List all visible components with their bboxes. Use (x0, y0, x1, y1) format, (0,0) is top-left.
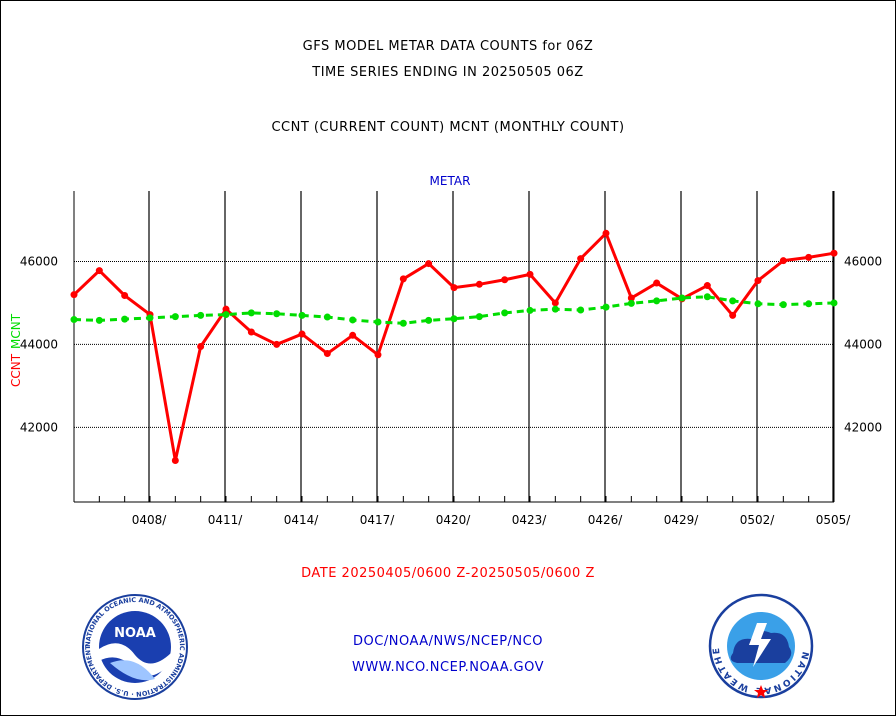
data-point-mcnt (222, 311, 230, 319)
data-point-ccnt (349, 331, 357, 339)
data-point-mcnt (146, 314, 154, 322)
metar-count-chart: METAR 0408/0411/0414/0417/0420/0423/0426… (9, 174, 882, 527)
data-point-ccnt (577, 255, 585, 263)
data-point-mcnt (729, 297, 737, 305)
x-tick-label: 0417/ (360, 513, 396, 527)
panel-label: METAR (430, 174, 471, 188)
x-tick-label: 0505/ (816, 513, 852, 527)
data-point-ccnt (526, 270, 534, 278)
data-point-ccnt (779, 257, 787, 265)
data-point-mcnt (121, 315, 129, 323)
data-point-mcnt (374, 318, 382, 326)
data-point-ccnt (425, 260, 433, 268)
data-point-mcnt (399, 319, 407, 327)
data-point-ccnt (703, 282, 711, 290)
data-point-ccnt (121, 291, 129, 299)
data-point-ccnt (805, 253, 813, 261)
data-point-ccnt (602, 229, 610, 237)
data-point-ccnt (729, 311, 737, 319)
data-point-ccnt (754, 277, 762, 285)
x-tick-label: 0420/ (436, 513, 472, 527)
credit-line-1: DOC/NOAA/NWS/NCEP/NCO (353, 634, 543, 649)
data-point-mcnt (171, 313, 179, 321)
data-point-ccnt (95, 267, 103, 275)
data-point-mcnt (323, 313, 331, 321)
x-tick-label: 0408/ (132, 513, 168, 527)
data-point-mcnt (475, 313, 483, 321)
x-tick-label: 0423/ (512, 513, 548, 527)
x-tick-label: 0502/ (740, 513, 776, 527)
data-point-mcnt (627, 299, 635, 307)
data-point-ccnt (197, 343, 205, 350)
data-point-mcnt (602, 303, 610, 311)
data-point-mcnt (247, 309, 255, 317)
y-tick-label-left: 42000 (20, 420, 58, 434)
data-point-ccnt (475, 280, 483, 288)
data-point-mcnt (501, 309, 509, 317)
data-point-ccnt (171, 457, 179, 465)
nws-logo: NATIONAL WEATHER SERVICE (707, 593, 814, 699)
data-point-mcnt (349, 316, 357, 324)
y-tick-label-right: 42000 (844, 420, 882, 434)
chart-title-line-1: GFS MODEL METAR DATA COUNTS for 06Z (302, 39, 594, 54)
data-point-ccnt (222, 305, 230, 313)
data-point-mcnt (577, 306, 585, 314)
data-point-ccnt (830, 249, 838, 257)
axis-layer: 0408/0411/0414/0417/0420/0423/0426/0429/… (20, 191, 882, 527)
data-point-ccnt (450, 284, 458, 292)
data-point-mcnt (805, 300, 813, 308)
data-point-mcnt (703, 293, 711, 301)
data-point-mcnt (298, 311, 306, 319)
data-point-ccnt (501, 276, 509, 284)
y-axis-label-ccnt: CCNT (9, 353, 23, 387)
y-axis-label-mcnt: MCNT (9, 313, 23, 349)
data-point-ccnt (273, 340, 281, 348)
x-tick-label: 0411/ (208, 513, 244, 527)
data-point-mcnt (70, 316, 78, 324)
data-point-mcnt (653, 297, 661, 305)
data-point-mcnt (197, 311, 205, 319)
data-point-mcnt (754, 300, 762, 308)
y-tick-label-left: 46000 (20, 254, 58, 268)
data-point-ccnt (70, 291, 78, 299)
data-point-ccnt (653, 279, 661, 287)
x-tick-label: 0426/ (588, 513, 624, 527)
data-point-mcnt (425, 316, 433, 324)
data-point-ccnt (298, 330, 306, 338)
data-point-mcnt (526, 306, 534, 314)
data-point-mcnt (95, 316, 103, 324)
data-point-mcnt (450, 315, 458, 323)
x-tick-label: 0414/ (284, 513, 320, 527)
data-point-mcnt (273, 310, 281, 318)
credit-line-2: WWW.NCO.NCEP.NOAA.GOV (351, 660, 545, 675)
data-point-ccnt (551, 299, 559, 307)
data-point-ccnt (323, 350, 331, 358)
data-point-mcnt (830, 299, 838, 307)
data-point-ccnt (374, 351, 382, 359)
series-line-ccnt (72, 231, 835, 463)
y-tick-label-right: 44000 (844, 337, 882, 351)
chart-title-line-2: TIME SERIES ENDING IN 20250505 06Z (312, 65, 584, 80)
date-range-label: DATE 20250405/0600 Z-20250505/0600 Z (301, 566, 595, 581)
y-tick-label-right: 46000 (844, 254, 882, 268)
data-point-ccnt (627, 294, 635, 302)
data-point-mcnt (678, 294, 686, 302)
series-layer (70, 229, 838, 465)
y-tick-label-left: 44000 (20, 337, 58, 351)
noaa-logo: NATIONAL OCEANIC AND ATMOSPHERIC ADMINIS… (80, 593, 188, 700)
noaa-logo-text: NOAA (114, 626, 156, 641)
data-point-mcnt (551, 305, 559, 313)
chart-subtitle: CCNT (CURRENT COUNT) MCNT (MONTHLY COUNT… (271, 120, 625, 135)
x-tick-label: 0429/ (664, 513, 700, 527)
grid-layer (74, 191, 834, 502)
data-point-ccnt (247, 328, 255, 336)
data-point-mcnt (779, 301, 787, 309)
data-point-ccnt (399, 275, 407, 283)
